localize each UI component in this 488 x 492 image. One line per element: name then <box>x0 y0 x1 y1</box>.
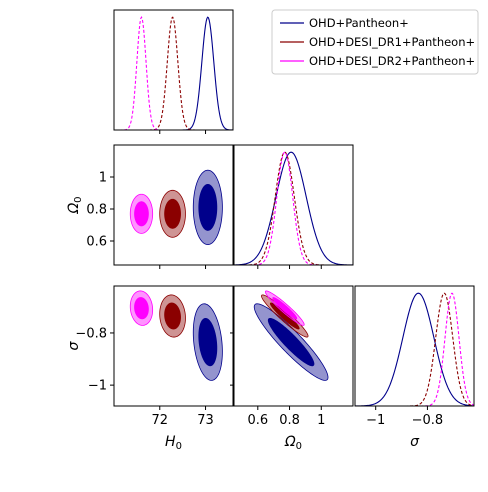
x-axis-label-sigma: σ <box>410 434 420 450</box>
marginal-h0-ohd-desi-dr2-pantheon <box>114 16 233 130</box>
y-tick-label-sigma: −0.8 <box>75 326 107 341</box>
contour-68-omega0-h0-ohd-pantheon <box>198 183 218 231</box>
y-axis-label-sigma: σ <box>66 340 82 350</box>
panel-frame-h0-h0 <box>113 9 234 131</box>
panel-frame-sigma-sigma <box>354 285 475 407</box>
contour-68-sigma-h0-ohd-pantheon <box>198 317 218 367</box>
contour-68-omega0-h0-ohd-desi-dr1-pantheon <box>164 198 181 229</box>
x-tick-label-sigma: −1 <box>366 413 385 428</box>
x-tick-label-sigma: −0.8 <box>412 413 444 428</box>
x-tick-label-omega0: 1 <box>317 413 325 428</box>
x-tick-label-omega0: 0.8 <box>279 413 300 428</box>
marginal-sigma-ohd-desi-dr1-pantheon <box>355 292 474 406</box>
x-axis-label-omega0: Ω0 <box>284 434 302 452</box>
contour-68-sigma-h0-ohd-desi-dr1-pantheon <box>164 302 181 330</box>
marginal-omega0-ohd-desi-dr2-pantheon <box>234 151 353 265</box>
marginal-h0-ohd-pantheon <box>114 16 233 130</box>
legend: OHD+Pantheon+ OHD+DESI_DR1+Pantheon+ OHD… <box>271 9 479 75</box>
contour-68-sigma-omega0-ohd-desi-dr1-pantheon <box>269 302 300 330</box>
marginal-omega0-ohd-desi-dr1-pantheon <box>234 151 353 265</box>
panel-frame-sigma-omega0 <box>233 285 354 407</box>
y-tick-label-omega0: 0.6 <box>86 235 107 250</box>
contour-68-sigma-omega0-ohd-pantheon <box>267 317 315 367</box>
y-tick-label-sigma: −1 <box>88 379 107 394</box>
contour-68-omega0-h0-ohd-desi-dr2-pantheon <box>134 201 149 227</box>
panel-frame-omega0-h0 <box>113 144 234 266</box>
marginal-sigma-ohd-desi-dr2-pantheon <box>355 292 474 406</box>
marginal-sigma-ohd-pantheon <box>355 292 474 406</box>
contour-68-sigma-omega0-ohd-desi-dr2-pantheon <box>272 297 298 320</box>
legend-label-ohd-pantheon: OHD+Pantheon+ <box>309 16 409 30</box>
marginal-omega0-ohd-pantheon <box>234 151 353 265</box>
y-tick-label-omega0: 0.8 <box>86 203 107 218</box>
x-tick-label-h0: 72 <box>151 413 168 428</box>
legend-label-ohd-desi-dr2: OHD+DESI_DR2+Pantheon+ <box>309 54 475 68</box>
legend-label-ohd-desi-dr1: OHD+DESI_DR1+Pantheon+ <box>309 35 475 49</box>
contour-68-sigma-h0-ohd-desi-dr2-pantheon <box>134 297 149 320</box>
legend-frame <box>271 9 479 75</box>
y-tick-label-omega0: 1 <box>99 171 107 186</box>
panel-frame-sigma-h0 <box>113 285 234 407</box>
panel-frame-omega0-omega0 <box>233 144 354 266</box>
x-axis-label-h0: H0 <box>165 434 182 452</box>
x-tick-label-h0: 73 <box>197 413 214 428</box>
x-tick-label-omega0: 0.6 <box>247 413 268 428</box>
y-axis-label-omega0: Ω0 <box>66 196 84 214</box>
